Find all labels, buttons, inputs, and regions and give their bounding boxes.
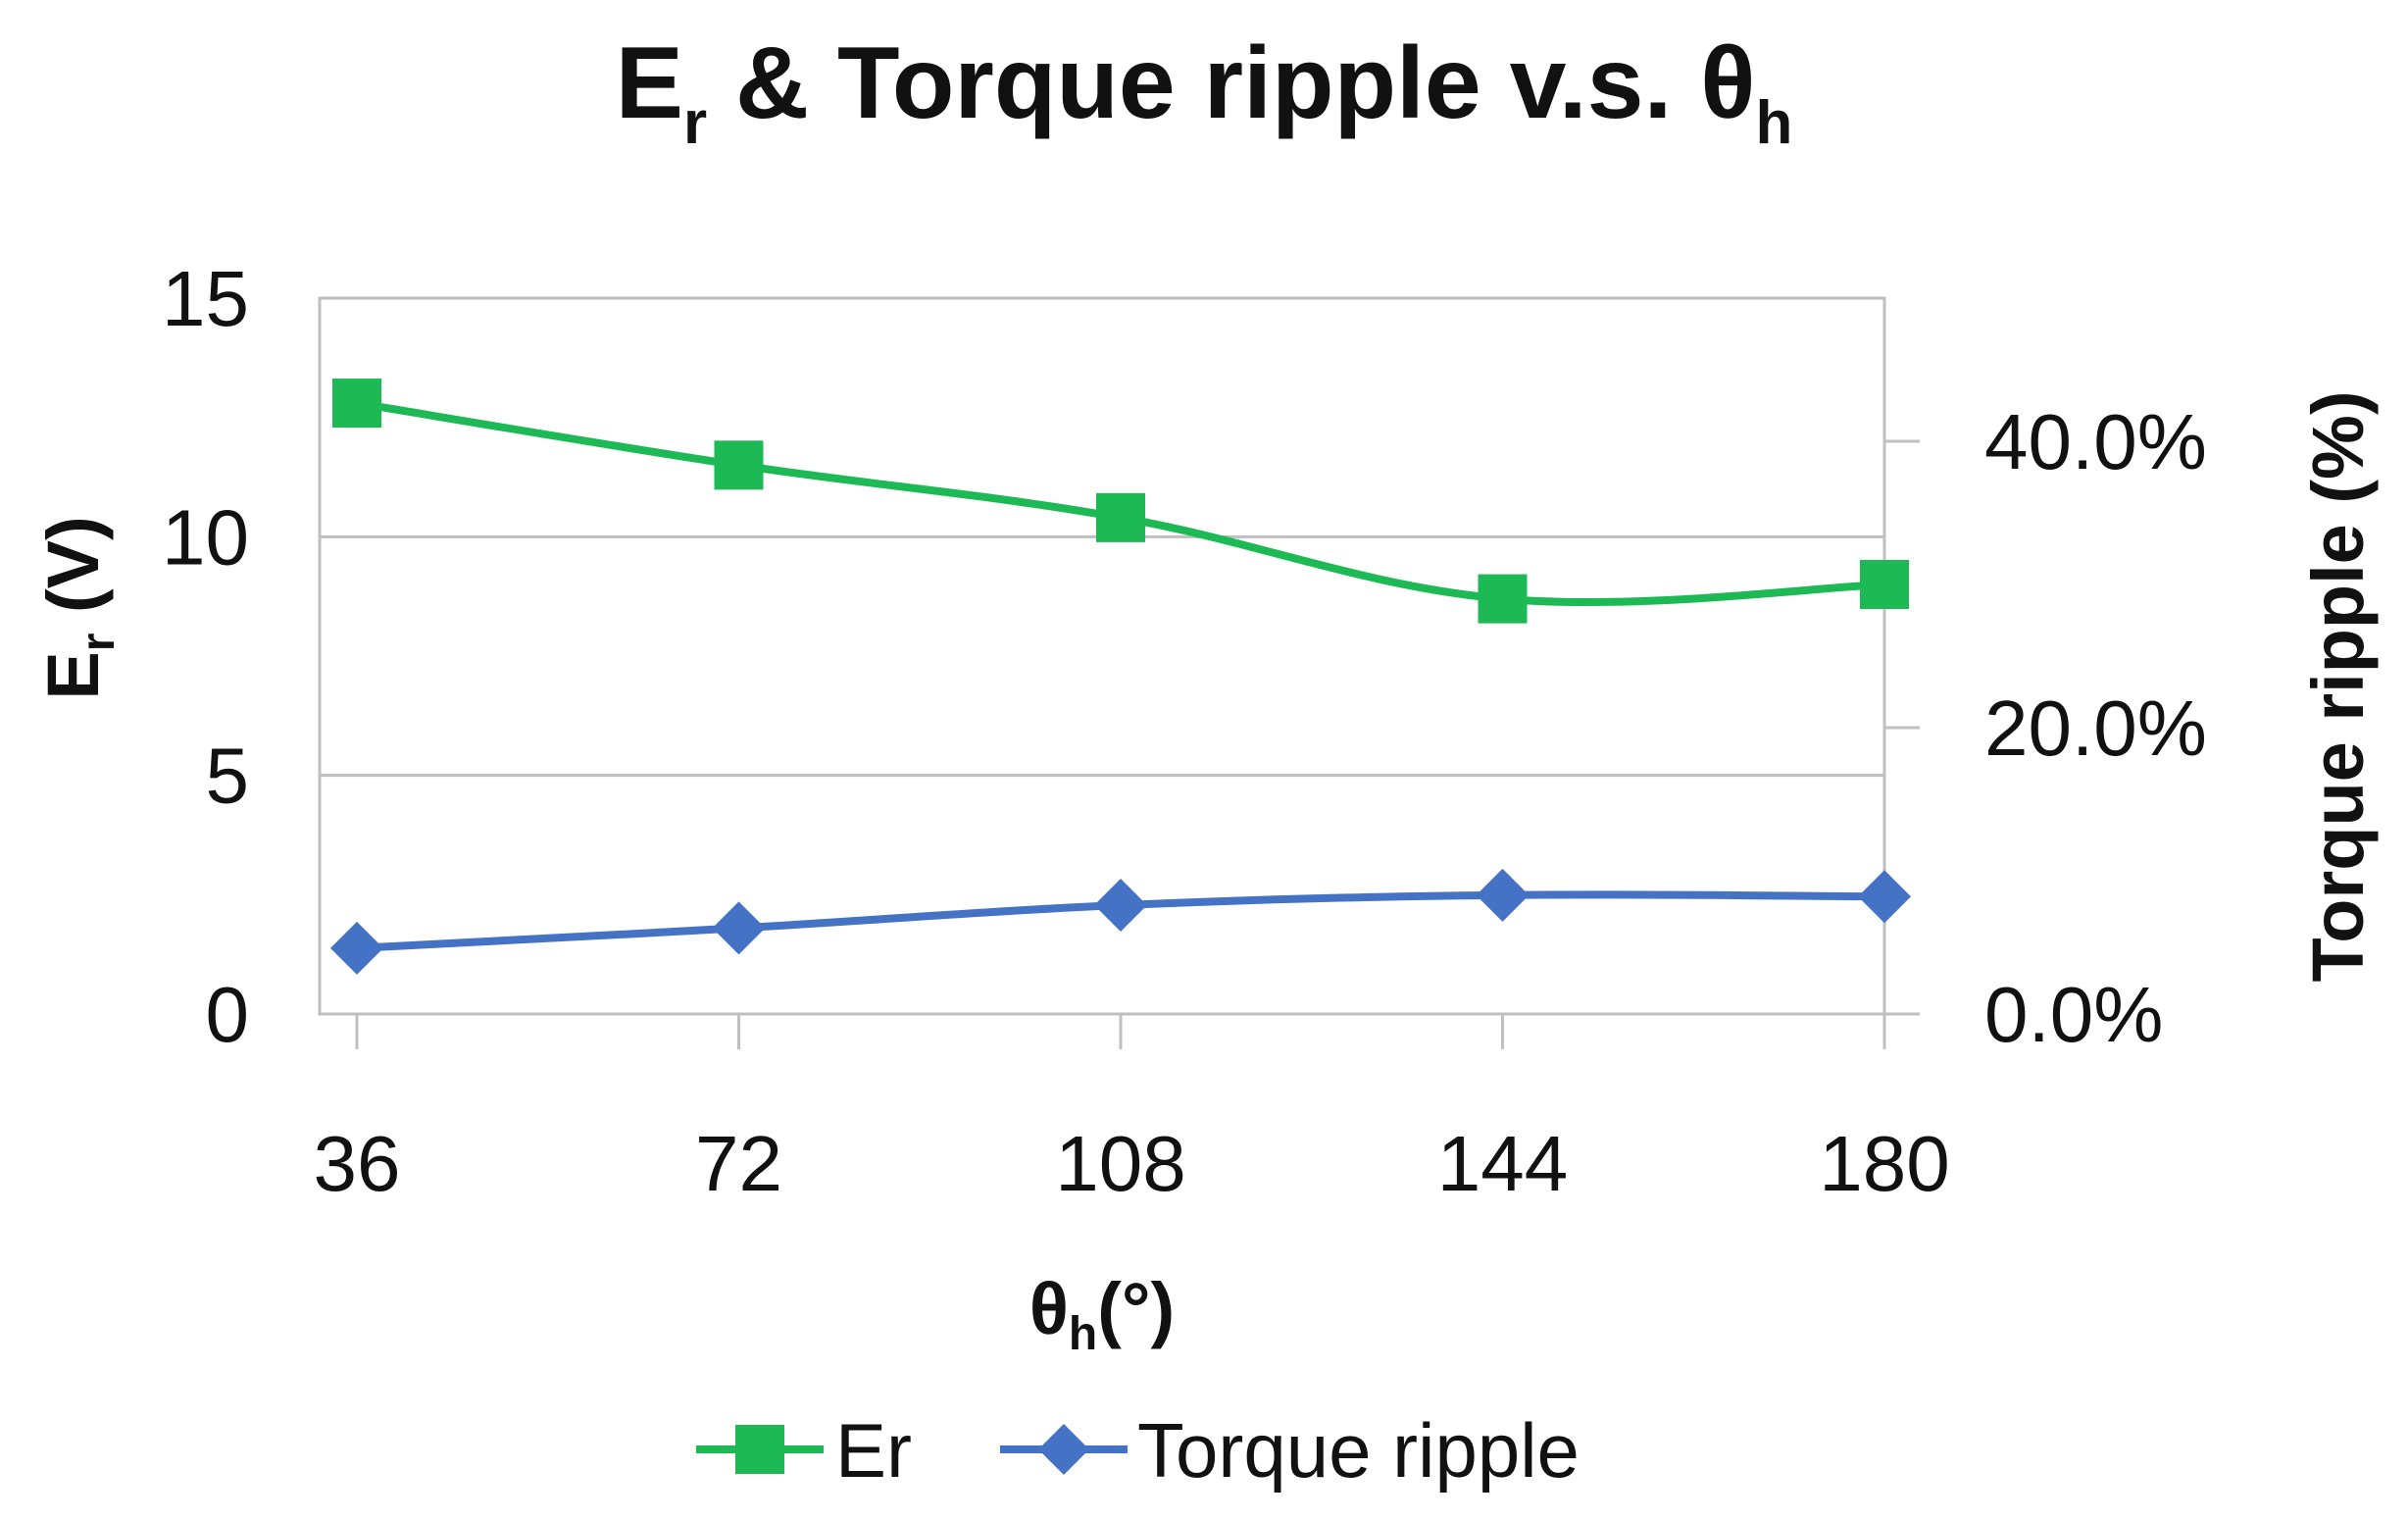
y-axis-title-rest: (V) bbox=[32, 516, 114, 633]
y-tick-label: 15 bbox=[162, 255, 249, 342]
legend-item-torque-ripple: Torque ripple bbox=[1000, 1407, 1580, 1494]
x-axis-title: θh(°) bbox=[1029, 1268, 1175, 1360]
legend-er-marker bbox=[735, 1425, 784, 1474]
series-layer bbox=[330, 379, 1911, 975]
x-tick-label: 108 bbox=[1055, 1120, 1185, 1207]
chart-title-sub2: h bbox=[1756, 89, 1793, 157]
x-axis-title-sub: h bbox=[1069, 1308, 1097, 1360]
x-axis-title-rest: (°) bbox=[1097, 1268, 1175, 1349]
chart-title: Er & Torque ripple v.s. θh bbox=[616, 26, 1793, 157]
legend-er-label: Er bbox=[835, 1407, 912, 1494]
y-tick-label: 5 bbox=[206, 733, 250, 820]
y-axis-title-main: E bbox=[32, 651, 114, 699]
x-tick-label: 72 bbox=[695, 1120, 782, 1207]
x-axis-title-main: θ bbox=[1029, 1268, 1069, 1349]
axes: 0 5 10 15 0.0% 20.0% 40.0% 36 72 108 144 180 bbox=[162, 255, 2207, 1207]
chart-title-rest: & Torque ripple v.s. θ bbox=[707, 26, 1755, 140]
y2-tick-label: 40.0% bbox=[1984, 398, 2207, 485]
y-axis-title: Er (V) bbox=[32, 516, 125, 699]
legend-torque-marker bbox=[1038, 1424, 1089, 1475]
y2-tick-label: 0.0% bbox=[1984, 971, 2163, 1058]
data-point-torque-ripple bbox=[1858, 870, 1911, 924]
legend: Er Torque ripple bbox=[696, 1407, 1580, 1494]
x-tick-label: 144 bbox=[1437, 1120, 1568, 1207]
chart-title-main: E bbox=[616, 26, 683, 140]
data-point-torque-ripple bbox=[330, 921, 383, 975]
y-tick-label: 0 bbox=[206, 971, 250, 1058]
x-tick-label: 180 bbox=[1819, 1120, 1949, 1207]
legend-torque-label: Torque ripple bbox=[1137, 1407, 1580, 1494]
y2-tick-label: 20.0% bbox=[1984, 684, 2207, 772]
data-point-er bbox=[1096, 492, 1145, 542]
data-point-torque-ripple bbox=[712, 901, 766, 955]
data-point-er bbox=[1478, 574, 1528, 624]
y-tick-label: 10 bbox=[162, 493, 249, 581]
data-point-torque-ripple bbox=[1476, 868, 1530, 922]
y-axis-title-sub: r bbox=[73, 633, 125, 652]
legend-item-er: Er bbox=[696, 1407, 912, 1494]
data-point-er bbox=[714, 440, 764, 490]
data-point-er bbox=[1860, 560, 1909, 609]
x-tick-label: 36 bbox=[314, 1120, 401, 1207]
data-point-er bbox=[332, 379, 381, 429]
chart-title-sub: r bbox=[683, 89, 707, 157]
data-point-torque-ripple bbox=[1094, 879, 1147, 933]
plot-area-frame bbox=[318, 296, 1886, 1016]
y2-axis-title: Torque ripple (%) bbox=[2297, 391, 2379, 983]
